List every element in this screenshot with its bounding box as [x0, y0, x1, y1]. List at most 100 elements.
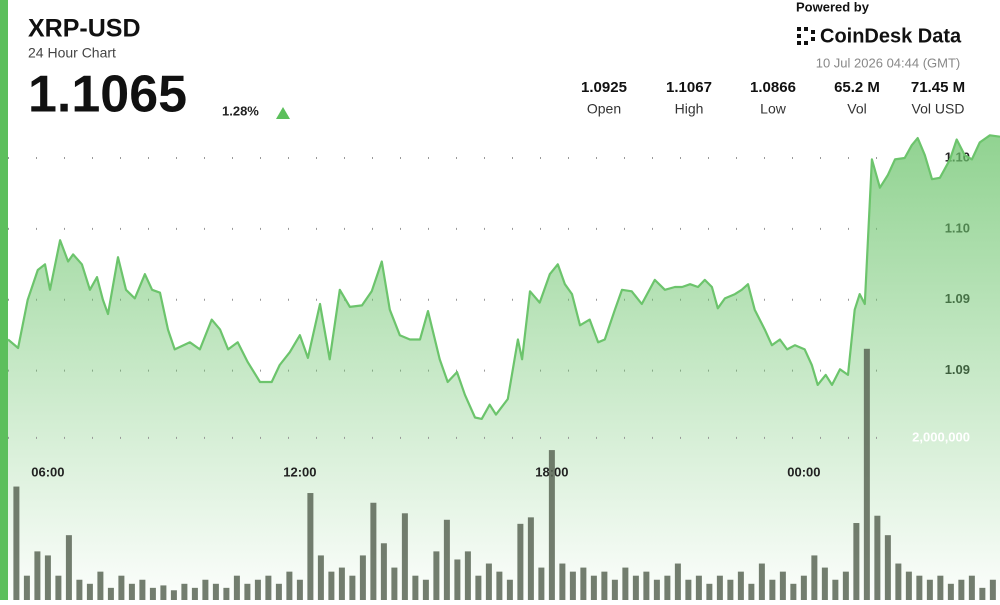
volume-bar — [13, 486, 20, 600]
volume-bar — [412, 575, 419, 600]
volume-bar — [191, 587, 198, 600]
volume-bar — [842, 571, 849, 600]
volume-bar — [181, 583, 188, 600]
volume-bar — [653, 579, 660, 600]
volume-bar — [265, 575, 272, 600]
volume-bar — [958, 579, 965, 600]
volume-bar — [380, 543, 387, 600]
timestamp: 10 Jul 2026 04:44 (GMT) — [816, 55, 961, 70]
volume-bar — [244, 583, 251, 600]
volume-bar — [737, 571, 744, 600]
volume-bar — [800, 575, 807, 600]
volume-bar — [86, 583, 93, 600]
x-tick-label: 00:00 — [787, 464, 820, 479]
volume-bar — [832, 579, 839, 600]
volume-bar — [370, 502, 377, 600]
stat-label: Low — [760, 101, 787, 117]
stat-label: Open — [587, 101, 621, 117]
volume-bar — [632, 575, 639, 600]
up-arrow — [276, 107, 290, 119]
stat-label: Vol — [847, 101, 866, 117]
x-tick-label: 12:00 — [283, 464, 316, 479]
stat-value: 65.2 M — [834, 79, 880, 96]
stat-value: 71.45 M — [911, 79, 965, 96]
volume-bar — [139, 579, 146, 600]
volume-bar — [968, 575, 975, 600]
volume-bar — [23, 575, 30, 600]
volume-bar — [947, 583, 954, 600]
volume-bar — [118, 575, 125, 600]
volume-bar — [391, 567, 398, 600]
volume-bar — [538, 567, 545, 600]
stat-value: 1.0925 — [581, 79, 627, 96]
volume-bar — [328, 571, 335, 600]
volume-bar — [517, 523, 524, 600]
volume-bar — [674, 563, 681, 600]
volume-bar — [401, 513, 408, 600]
volume-bar — [454, 559, 461, 600]
volume-bar — [569, 571, 576, 600]
volume-bar — [422, 579, 429, 600]
volume-bar — [905, 571, 912, 600]
volume-bar — [779, 571, 786, 600]
x-tick-label: 06:00 — [31, 464, 64, 479]
price-area — [8, 135, 1000, 601]
volume-bar — [485, 563, 492, 600]
stats: 1.0925 Open 1.1067 High 1.0866 Low 65.2 M Vol 71… — [581, 79, 965, 117]
volume-bar — [254, 579, 261, 600]
plot: 1.101.101.091.0906:0012:0018:0000:002,00… — [7, 134, 1000, 601]
accent-bar — [0, 0, 8, 600]
volume-bar — [34, 551, 41, 600]
volume-bar — [727, 579, 734, 600]
symbol: XRP-USD — [28, 15, 141, 43]
volume-bar — [821, 567, 828, 600]
volume-bar — [128, 583, 135, 600]
volume-bar — [916, 575, 923, 600]
volume-bar — [338, 567, 345, 600]
volume-bar — [748, 583, 755, 600]
volume-bar — [926, 579, 933, 600]
volume-bar — [275, 583, 282, 600]
brand-logo — [797, 27, 815, 45]
volume-bar — [286, 571, 293, 600]
volume-bar — [433, 551, 440, 600]
brand-name: CoinDesk Data — [820, 25, 962, 47]
stat-label: Vol USD — [912, 101, 965, 117]
stat-label: High — [675, 101, 704, 117]
volume-bar — [853, 523, 860, 600]
volume-bar — [443, 519, 450, 600]
volume-bar — [506, 579, 513, 600]
volume-bar — [527, 517, 534, 600]
volume-bar — [212, 583, 219, 600]
volume-bar — [170, 590, 177, 600]
volume-bar — [685, 579, 692, 600]
volume-bar — [44, 555, 51, 600]
volume-bar — [695, 575, 702, 600]
volume-bar — [758, 563, 765, 600]
volume-bar — [706, 583, 713, 600]
volume-bar — [317, 555, 324, 600]
volume-bar — [202, 579, 209, 600]
stat-value: 1.0866 — [750, 79, 796, 96]
price: 1.1065 — [28, 66, 187, 124]
volume-bar — [107, 587, 114, 600]
volume-bar — [643, 571, 650, 600]
volume-bar — [874, 515, 881, 600]
volume-bar — [664, 575, 671, 600]
volume-bar — [863, 348, 870, 600]
volume-bar — [548, 450, 555, 600]
volume-bar — [349, 575, 356, 600]
subtitle: 24 Hour Chart — [28, 45, 116, 61]
volume-bar — [622, 567, 629, 600]
volume-bar — [76, 579, 83, 600]
volume-bar — [590, 575, 597, 600]
volume-bar — [979, 587, 986, 600]
price-line — [7, 134, 1000, 420]
volume-bar — [937, 575, 944, 600]
volume-bar — [496, 571, 503, 600]
volume-bar — [989, 579, 996, 600]
volume-bar — [223, 587, 230, 600]
volume-bar — [160, 585, 167, 600]
volume-bar — [811, 555, 818, 600]
volume-bar — [559, 563, 566, 600]
